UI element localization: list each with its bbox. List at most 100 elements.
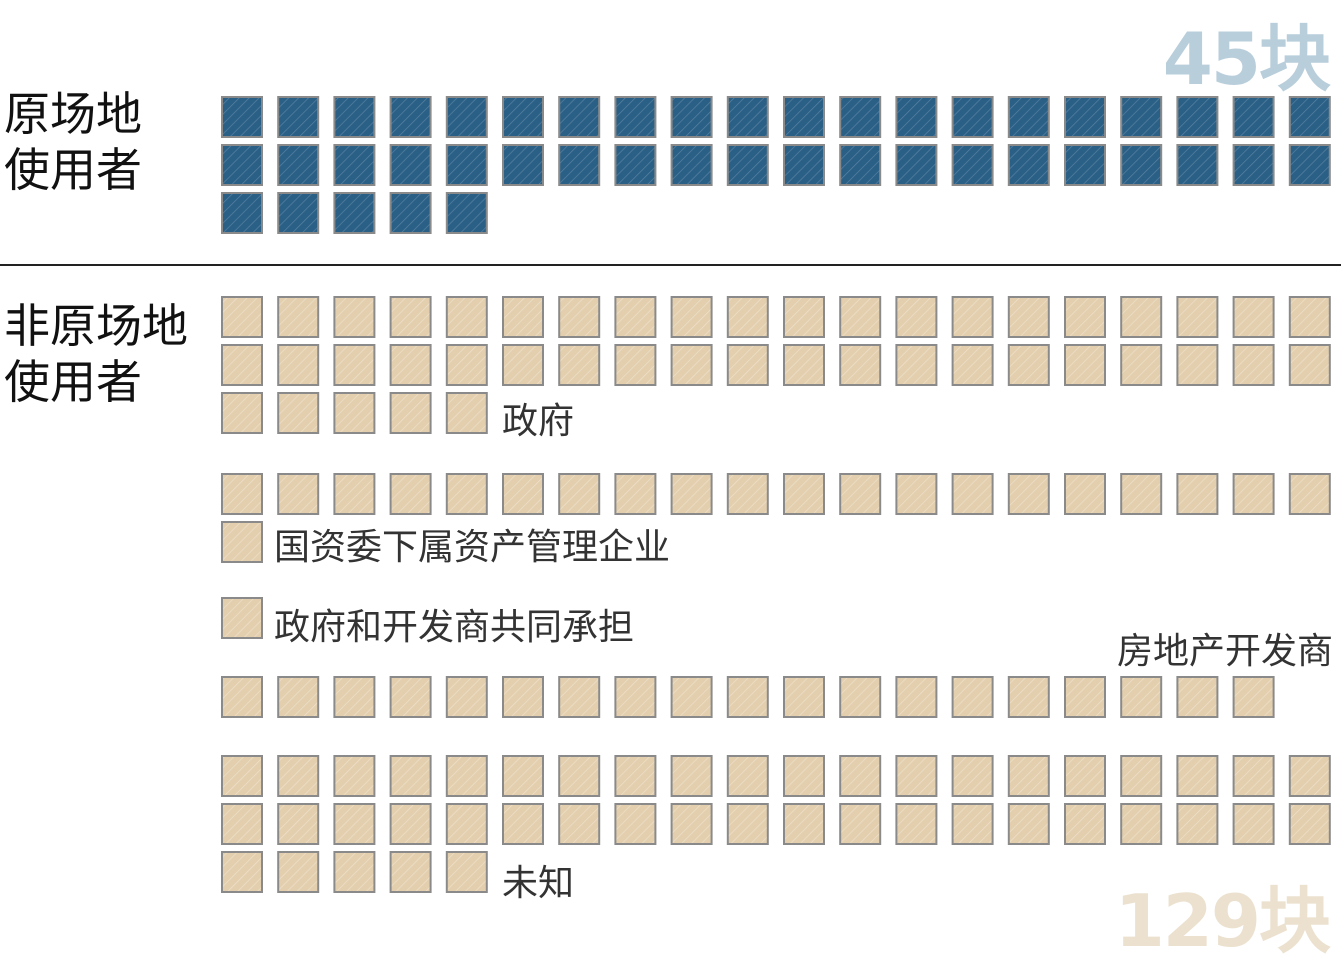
pictogram-square (783, 755, 825, 797)
pictogram-square (445, 96, 488, 138)
pictogram-square (839, 96, 882, 138)
pictogram-square (221, 473, 263, 515)
pictogram-square (1176, 296, 1219, 338)
pictogram-square (1007, 144, 1050, 186)
pictogram-square (839, 473, 882, 515)
pictogram-square (726, 296, 769, 338)
pictogram-square (445, 296, 488, 338)
pictogram-square (445, 851, 488, 893)
pictogram-square (670, 344, 713, 386)
pictogram-square (670, 96, 713, 138)
pictogram-square (221, 296, 263, 338)
pictogram-square (614, 96, 657, 138)
pictogram-square (1288, 296, 1331, 338)
pictogram-square (502, 676, 544, 718)
pictogram-square (1120, 676, 1163, 718)
pictogram-square (726, 473, 769, 515)
pictogram-square (445, 392, 488, 434)
pictogram-square (445, 144, 488, 186)
pictogram-square (895, 473, 938, 515)
pictogram-square (783, 803, 825, 845)
pictogram-square (951, 803, 994, 845)
pictogram-square (1120, 473, 1163, 515)
pictogram-square (221, 96, 263, 138)
pictogram-square (839, 296, 882, 338)
category-label-government: 政府 (502, 401, 575, 442)
pictogram-square (951, 144, 994, 186)
pictogram-square (277, 144, 320, 186)
pictogram-square (1007, 473, 1050, 515)
pictogram-square (726, 803, 769, 845)
pictogram-square (333, 803, 376, 845)
pictogram-square (389, 676, 432, 718)
pictogram-square (221, 192, 263, 234)
pictogram-square (502, 803, 544, 845)
pictogram-square (895, 755, 938, 797)
pictogram-square (1176, 144, 1219, 186)
pictogram-square (558, 803, 601, 845)
pictogram-square (333, 96, 376, 138)
pictogram-square (1064, 473, 1106, 515)
pictogram-square (221, 803, 263, 845)
pictogram-square (783, 96, 825, 138)
pictogram-square (1007, 344, 1050, 386)
pictogram-square (839, 344, 882, 386)
pictogram-square (951, 344, 994, 386)
pictogram-square (1176, 96, 1219, 138)
pictogram-square (614, 473, 657, 515)
pictogram-square (726, 676, 769, 718)
pictogram-square (333, 144, 376, 186)
pictogram-square (670, 755, 713, 797)
pictogram-square (221, 597, 263, 639)
pictogram-square (951, 96, 994, 138)
pictogram-square (670, 144, 713, 186)
pictogram-square (221, 676, 263, 718)
pictogram-square (1232, 96, 1275, 138)
pictogram-square (895, 803, 938, 845)
pictogram-square (277, 192, 320, 234)
pictogram-square (1176, 676, 1219, 718)
pictogram-square (389, 344, 432, 386)
pictogram-square (670, 676, 713, 718)
pictogram-square (1064, 144, 1106, 186)
pictogram-square (1176, 344, 1219, 386)
pictogram-square (389, 96, 432, 138)
pictogram-square (277, 755, 320, 797)
pictogram-square (333, 392, 376, 434)
pictogram-square (1288, 755, 1331, 797)
pictogram-square (389, 144, 432, 186)
pictogram-square (445, 803, 488, 845)
pictogram-square (389, 803, 432, 845)
pictogram-square (389, 755, 432, 797)
pictogram-square (277, 851, 320, 893)
pictogram-square (558, 96, 601, 138)
pictogram-square (558, 676, 601, 718)
pictogram-square (333, 192, 376, 234)
pictogram-square (1064, 344, 1106, 386)
pictogram-square (1007, 676, 1050, 718)
pictogram-square (221, 851, 263, 893)
pictogram-square (502, 96, 544, 138)
pictogram-square (221, 144, 263, 186)
pictogram-square (783, 144, 825, 186)
pictogram-square (670, 296, 713, 338)
pictogram-square (1007, 803, 1050, 845)
pictogram-square (839, 755, 882, 797)
pictogram-square (1232, 144, 1275, 186)
onsite-group-title: 原场地 使用者 (4, 87, 142, 197)
pictogram-square (1120, 803, 1163, 845)
pictogram-square (951, 755, 994, 797)
pictogram-square (445, 755, 488, 797)
pictogram-square (277, 803, 320, 845)
pictogram-square (333, 755, 376, 797)
pictogram-square (614, 344, 657, 386)
pictogram-square (1007, 755, 1050, 797)
pictogram-square (614, 676, 657, 718)
pictogram-square (502, 755, 544, 797)
offsite-group-title: 非原场地 使用者 (4, 299, 188, 409)
pictogram-square (1064, 296, 1106, 338)
pictogram-square (1288, 803, 1331, 845)
category-label-developer: 房地产开发商 (1116, 631, 1333, 672)
pictogram-square (389, 192, 432, 234)
pictogram-square (1232, 755, 1275, 797)
